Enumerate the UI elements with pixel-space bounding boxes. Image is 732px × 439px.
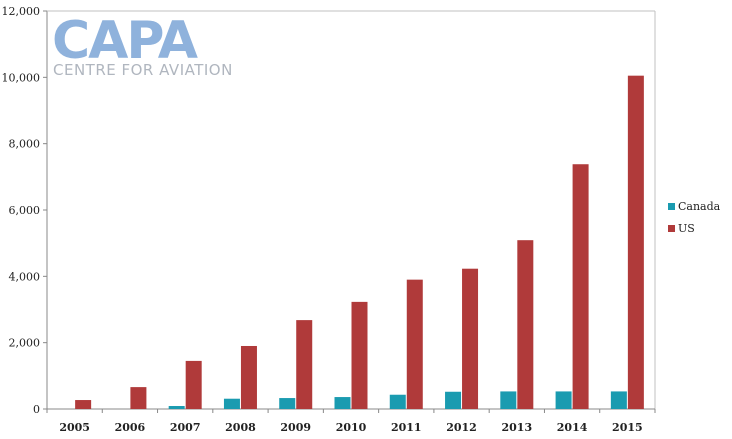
bar-canada-2015 [610, 391, 627, 409]
y-tick-label: 2,000 [9, 337, 41, 350]
y-tick-label: 4,000 [9, 270, 41, 283]
bar-us-2012 [462, 268, 479, 409]
x-tick-label: 2009 [280, 421, 311, 434]
bars [75, 75, 644, 410]
x-tick-label: 2014 [557, 421, 588, 434]
bar-us-2010 [351, 301, 368, 409]
x-tick-label: 2012 [446, 421, 477, 434]
x-tick-label: 2011 [391, 421, 422, 434]
bar-us-2009 [296, 320, 313, 409]
capa-logo: CAPA CENTRE FOR AVIATION [52, 11, 233, 79]
y-tick-label: 6,000 [9, 204, 41, 217]
x-tick-label: 2006 [115, 421, 146, 434]
axes [43, 10, 656, 413]
bar-us-2006 [130, 387, 147, 409]
bar-us-2011 [406, 279, 423, 409]
x-tick-label: 2005 [59, 421, 90, 434]
legend-label-us: US [678, 222, 695, 235]
x-tick-label: 2013 [502, 421, 533, 434]
bar-canada-2008 [223, 398, 240, 409]
logo-sub-text: CENTRE FOR AVIATION [53, 61, 233, 79]
y-tick-label: 12,000 [2, 5, 41, 18]
x-tick-label: 2007 [170, 421, 201, 434]
bar-us-2007 [185, 360, 202, 409]
y-tick-labels: 0 2,000 4,000 6,000 8,000 10,000 12,000 [2, 5, 41, 416]
y-tick-label: 10,000 [2, 71, 41, 84]
x-tick-label: 2008 [225, 421, 256, 434]
legend-swatch-canada [668, 203, 675, 210]
legend-label-canada: Canada [678, 200, 721, 213]
bar-canada-2013 [500, 391, 517, 409]
bar-canada-2012 [445, 391, 462, 409]
bar-canada-2011 [389, 394, 406, 409]
bar-us-2005 [75, 400, 92, 409]
legend: Canada US [668, 200, 721, 235]
x-tick-labels: 2005 2006 2007 2008 2009 2010 2011 2012 2013 2014… [59, 421, 642, 434]
x-tick-label: 2010 [336, 421, 367, 434]
bar-canada-2014 [555, 391, 572, 409]
bar-us-2008 [240, 345, 257, 409]
bar-us-2015 [627, 75, 644, 410]
bar-canada-2010 [334, 397, 351, 409]
legend-swatch-us [668, 225, 675, 232]
y-tick-label: 8,000 [9, 138, 41, 151]
bar-canada-2007 [168, 406, 185, 409]
bar-us-2014 [572, 164, 589, 409]
x-tick-label: 2015 [612, 421, 643, 434]
bar-canada-2009 [279, 398, 296, 409]
y-tick-label: 0 [33, 403, 40, 416]
bar-us-2013 [517, 240, 534, 409]
logo-main-text: CAPA [52, 11, 198, 71]
